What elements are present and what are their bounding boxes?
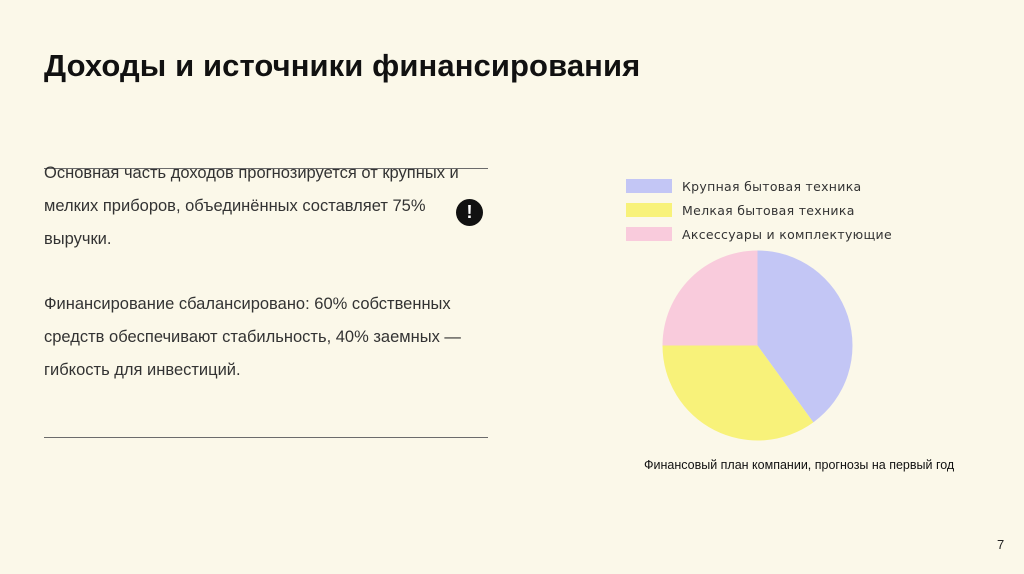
legend-swatch (626, 227, 672, 241)
slide-title: Доходы и источники финансирования (44, 48, 641, 83)
divider-top (44, 168, 488, 169)
pie-chart (662, 250, 853, 441)
legend-swatch (626, 203, 672, 217)
legend-swatch (626, 179, 672, 193)
legend-label: Крупная бытовая техника (682, 178, 862, 194)
divider-bottom (44, 437, 488, 438)
pie-slice-small-appliances (662, 345, 814, 441)
pie-slice-large-appliances (757, 250, 853, 423)
exclamation-icon: ! (456, 199, 483, 226)
legend-item-accessories: Аксессуары и комплектующие (626, 222, 892, 246)
chart-caption: Финансовый план компании, прогнозы на пе… (644, 458, 955, 472)
legend-label: Мелкая бытовая техника (682, 202, 855, 218)
legend-label: Аксессуары и комплектующие (682, 226, 892, 242)
pie-slice-accessories (662, 250, 758, 346)
page-number: 7 (997, 537, 1005, 552)
legend-item-large-appliances: Крупная бытовая техника (626, 174, 892, 198)
revenue-paragraph: Основная часть доходов прогнозируется от… (44, 164, 459, 248)
legend-item-small-appliances: Мелкая бытовая техника (626, 198, 892, 222)
chart-legend: Крупная бытовая техника Мелкая бытовая т… (626, 174, 892, 246)
financing-paragraph: Финансирование сбалансировано: 60% собст… (44, 295, 461, 379)
